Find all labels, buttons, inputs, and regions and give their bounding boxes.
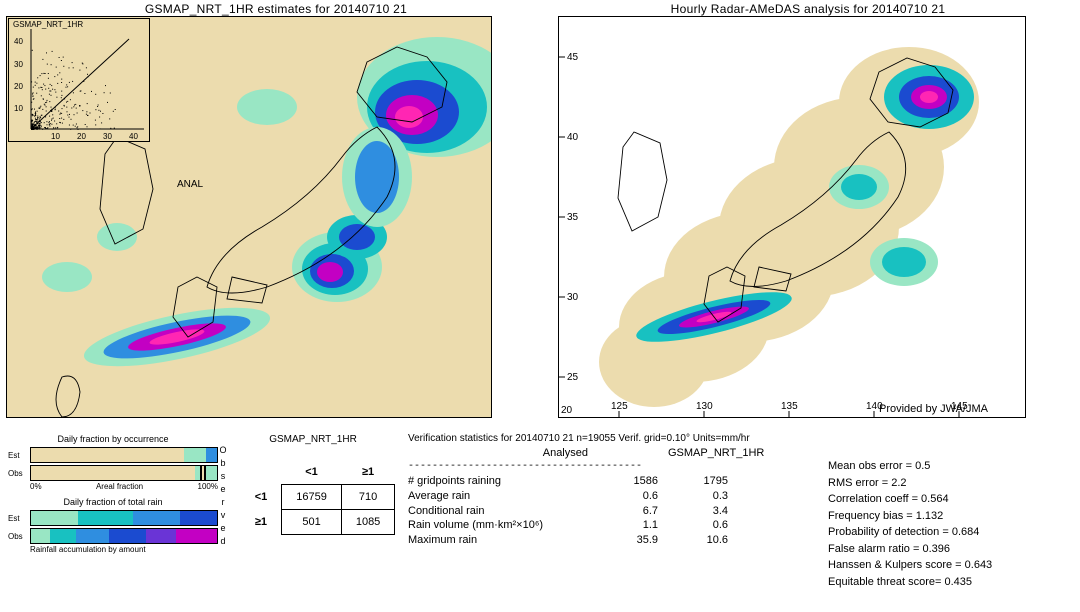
score-line: Hanssen & Kulpers score = 0.643 (828, 557, 1058, 574)
stats-header: Verification statistics for 20140710 21 … (408, 432, 828, 446)
stats-row: Rain volume (mm·km²×10⁶)1.10.6 (408, 518, 828, 533)
tot-est-lbl: Est (8, 514, 30, 523)
anal-label: ANAL (177, 179, 204, 190)
svg-text:40: 40 (14, 37, 23, 46)
occ-obs-lbl: Obs (8, 469, 30, 478)
tot-title: Daily fraction of total rain (8, 497, 218, 507)
ctg-00: 16759 (282, 484, 342, 509)
ctg-obs-label: Observed (218, 445, 228, 549)
contingency-block: GSMAP_NRT_1HR Observed <1 ≥1 <1 16759 71… (218, 432, 408, 602)
stats-row: Conditional rain6.73.4 (408, 504, 828, 519)
stats-block: Verification statistics for 20140710 21 … (408, 432, 828, 602)
right-panel-wrap: Hourly Radar-AMeDAS analysis for 2014071… (552, 0, 1064, 430)
score-line: Equitable threat score= 0.435 (828, 574, 1058, 591)
score-line: Frequency bias = 1.132 (828, 508, 1058, 525)
ctg-11: 1085 (341, 509, 394, 534)
svg-text:35: 35 (567, 212, 579, 223)
svg-text:30: 30 (103, 132, 112, 141)
right-title: Hourly Radar-AMeDAS analysis for 2014071… (558, 2, 1058, 16)
bottom-row: Daily fraction by occurrence Est Obs 0% … (0, 430, 1080, 604)
stats-col-a: Analysed (408, 446, 588, 461)
svg-text:25: 25 (567, 372, 579, 383)
ctg-10: 501 (282, 509, 342, 534)
scatter-svg: 40 30 20 10 10 20 30 40 (9, 19, 149, 141)
stats-row: Maximum rain35.910.6 (408, 533, 828, 548)
credit-text: Provided by JWA/JMA (879, 403, 989, 415)
left-panel-wrap: GSMAP_NRT_1HR estimates for 20140710 21 (0, 0, 552, 430)
right-precip-svg: 125130135140145 4540353025 20 Provided b… (559, 17, 1025, 417)
svg-text:135: 135 (781, 401, 798, 412)
occ-est-bar (30, 447, 218, 463)
svg-text:30: 30 (567, 292, 579, 303)
svg-text:125: 125 (611, 401, 628, 412)
score-line: Probability of detection = 0.684 (828, 524, 1058, 541)
occ-obs-bar (30, 465, 218, 481)
tot-obs-lbl: Obs (8, 532, 30, 541)
stats-row: # gridpoints raining15861795 (408, 474, 828, 489)
svg-text:40: 40 (567, 132, 579, 143)
left-map-panel: ANAL GSMAP_NRT_1HR 40 30 20 10 10 20 30 … (6, 16, 492, 418)
svg-text:10: 10 (14, 104, 23, 113)
top-row: GSMAP_NRT_1HR estimates for 20140710 21 (0, 0, 1080, 430)
left-title: GSMAP_NRT_1HR estimates for 20140710 21 (6, 2, 546, 16)
ctg-title: GSMAP_NRT_1HR (218, 434, 408, 445)
stats-rule: --------------------------------------- (408, 460, 828, 474)
svg-text:130: 130 (696, 401, 713, 412)
tot-obs-bar (30, 528, 218, 544)
svg-text:40: 40 (129, 132, 138, 141)
stats-col-b: GSMAP_NRT_1HR (658, 446, 738, 461)
svg-text:45: 45 (567, 52, 579, 63)
tot-footer: Rainfall accumulation by amount (8, 545, 218, 554)
corner-20: 20 (561, 405, 573, 416)
score-line: RMS error = 2.2 (828, 475, 1058, 492)
inset-title: GSMAP_NRT_1HR (13, 20, 83, 29)
tot-est-bar (30, 510, 218, 526)
score-line: False alarm ratio = 0.396 (828, 541, 1058, 558)
ctg-01: 710 (341, 484, 394, 509)
ctg-table: <1 ≥1 <1 16759 710 ≥1 501 1085 (241, 460, 396, 535)
svg-text:20: 20 (14, 82, 23, 91)
occ-est-lbl: Est (8, 451, 30, 460)
right-map-panel: 125130135140145 4540353025 20 Provided b… (558, 16, 1026, 418)
scores-block: Mean obs error = 0.5RMS error = 2.2Corre… (828, 432, 1058, 602)
scatter-inset: GSMAP_NRT_1HR 40 30 20 10 10 20 30 40 (8, 18, 150, 142)
stats-row: Average rain0.60.3 (408, 489, 828, 504)
score-line: Mean obs error = 0.5 (828, 458, 1058, 475)
occ-title: Daily fraction by occurrence (8, 434, 218, 444)
svg-text:10: 10 (51, 132, 60, 141)
svg-text:30: 30 (14, 60, 23, 69)
fraction-bars: Daily fraction by occurrence Est Obs 0% … (8, 432, 218, 602)
svg-text:20: 20 (77, 132, 86, 141)
score-line: Correlation coeff = 0.564 (828, 491, 1058, 508)
